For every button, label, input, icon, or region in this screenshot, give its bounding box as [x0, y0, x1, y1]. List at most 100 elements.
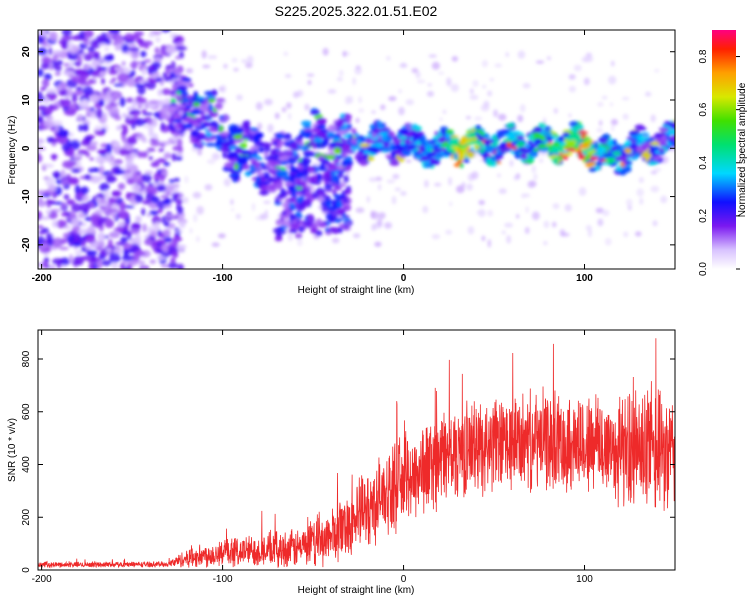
heatmap-cell: [191, 105, 201, 109]
heatmap-cell: [71, 217, 81, 227]
heatmap-cell: [90, 39, 102, 49]
heatmap-cell: [268, 183, 277, 191]
heatmap-cell: [378, 183, 382, 191]
heatmap-cell: [223, 63, 228, 69]
heatmap-cell: [69, 35, 82, 41]
heatmap-cell: [366, 139, 375, 144]
heatmap-cell: [145, 80, 156, 90]
heatmap-cell: [209, 95, 214, 99]
heatmap-cell: [303, 146, 310, 150]
heatmap-cell: [52, 220, 59, 228]
heatmap-cell: [611, 60, 615, 67]
heatmap-cell: [650, 185, 660, 193]
heatmap-cell: [350, 146, 357, 151]
heatmap-cell: [496, 144, 507, 150]
heatmap-cell: [171, 83, 178, 90]
heatmap-cell: [84, 136, 93, 141]
heatmap-cell: [307, 166, 315, 172]
heatmap-cell: [230, 207, 235, 212]
heatmap-cell: [108, 231, 120, 239]
heatmap-cell: [396, 144, 405, 151]
heatmap-cell: [103, 54, 114, 62]
heatmap-cell: [400, 191, 407, 196]
heatmap-cell: [495, 151, 502, 156]
heatmap-cell: [150, 141, 161, 147]
heatmap-cell: [148, 103, 157, 109]
heatmap-cell: [164, 197, 172, 206]
heatmap-cell: [83, 174, 91, 180]
heatmap-cell: [123, 205, 135, 209]
heatmap-cell: [63, 62, 70, 67]
heatmap-cell: [170, 102, 177, 106]
heatmap-cell: [88, 224, 95, 235]
heatmap-cell: [108, 30, 121, 35]
heatmap-cell: [568, 113, 572, 118]
heatmap-cell: [344, 221, 351, 226]
heatmap-cell: [122, 242, 133, 249]
heatmap-cell: [358, 108, 365, 113]
heatmap-cell: [103, 189, 111, 200]
heatmap-cell: [111, 92, 121, 99]
y-tick-label: 10: [21, 94, 32, 106]
heatmap-cell: [310, 109, 321, 116]
heatmap-cell: [336, 76, 344, 82]
heatmap-cell: [38, 236, 46, 245]
heatmap-cell: [635, 231, 642, 237]
heatmap-cell: [489, 139, 495, 143]
heatmap-cell: [241, 59, 248, 63]
heatmap-cell: [100, 259, 112, 266]
heatmap-cell: [596, 127, 603, 133]
heatmap-cell: [578, 187, 587, 196]
heatmap-cell: [436, 147, 442, 153]
heatmap-cell: [466, 151, 475, 159]
heatmap-cell: [478, 208, 486, 218]
heatmap-cell: [523, 148, 531, 155]
heatmap-cell: [597, 101, 604, 107]
heatmap-cell: [38, 196, 43, 203]
heatmap-cell: [228, 174, 234, 178]
heatmap-cell: [408, 144, 417, 150]
heatmap-cell: [459, 162, 464, 169]
heatmap-cell: [218, 86, 225, 92]
heatmap-cell: [301, 120, 312, 127]
heatmap-cell: [359, 143, 370, 148]
y-tick-label: 800: [21, 350, 32, 367]
heatmap-cell: [238, 166, 244, 170]
heatmap-cell: [312, 137, 323, 143]
heatmap-cell: [100, 78, 106, 85]
heatmap-cell: [378, 212, 386, 220]
heatmap-cell: [148, 156, 153, 161]
spectrogram-ylabel: Frequency (Hz): [7, 116, 18, 185]
heatmap-cell: [92, 51, 98, 60]
heatmap-cell: [82, 197, 88, 202]
heatmap-cell: [333, 184, 342, 191]
heatmap-cell: [368, 146, 379, 154]
heatmap-cell: [497, 132, 506, 138]
heatmap-cell: [462, 158, 470, 163]
snr-frame: [37, 329, 676, 571]
heatmap-cell: [166, 185, 175, 192]
heatmap-cell: [412, 133, 423, 138]
heatmap-cell: [300, 169, 310, 176]
heatmap-cell: [222, 151, 228, 159]
heatmap-cell: [99, 175, 107, 180]
heatmap-cell: [290, 141, 298, 147]
heatmap-cell: [573, 64, 582, 72]
heatmap-cell: [90, 93, 100, 103]
heatmap-cell: [246, 55, 254, 65]
heatmap-cell: [303, 192, 311, 198]
heatmap-cell: [264, 145, 271, 153]
heatmap-cell: [93, 168, 100, 173]
heatmap-cell: [219, 146, 230, 152]
heatmap-cell: [637, 135, 647, 142]
heatmap-cell: [621, 167, 632, 173]
heatmap-cell: [42, 163, 55, 168]
heatmap-cell: [548, 144, 553, 152]
heatmap-cell: [95, 155, 106, 164]
heatmap-cell: [158, 148, 165, 152]
heatmap-cell: [77, 149, 89, 155]
heatmap-cell: [154, 47, 160, 54]
heatmap-cell: [80, 139, 92, 146]
heatmap-cell: [169, 72, 176, 77]
heatmap-cell: [119, 97, 126, 107]
